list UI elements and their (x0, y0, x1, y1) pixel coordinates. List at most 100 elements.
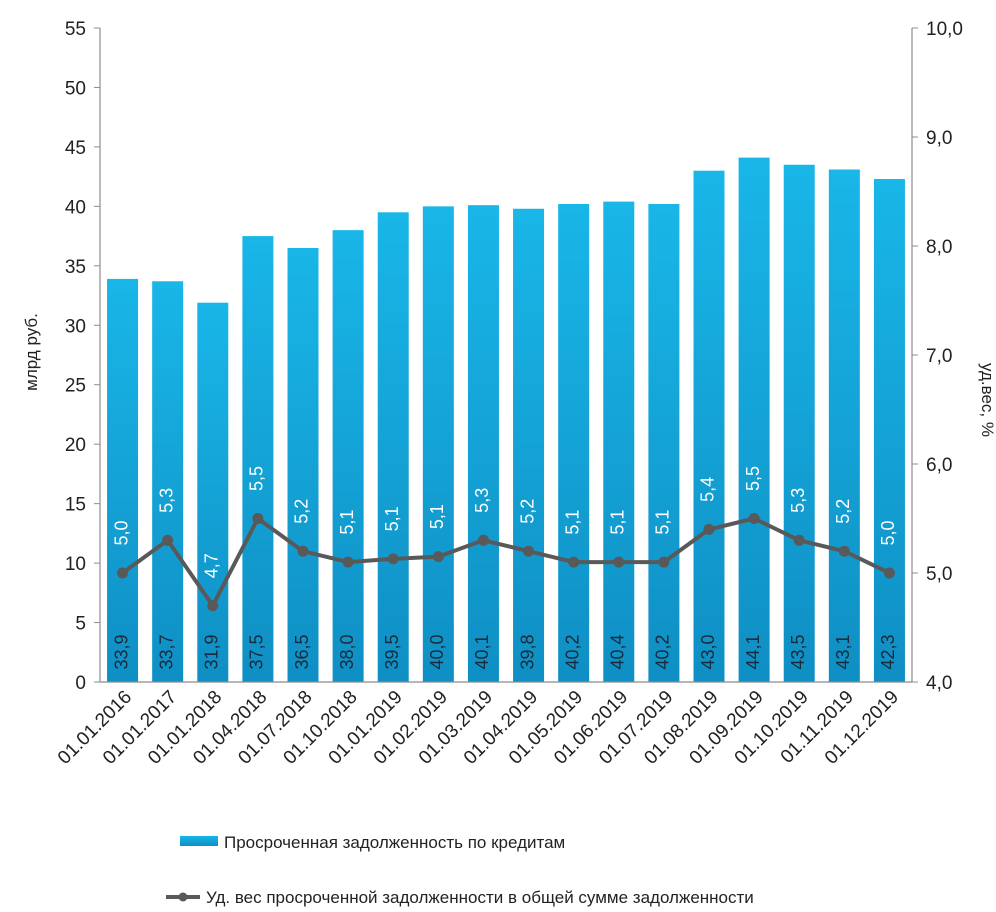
bar-value-label: 43,1 (833, 634, 853, 669)
bar-value-label: 40,4 (608, 634, 628, 669)
bar (332, 230, 364, 683)
bar (558, 203, 590, 682)
bar (377, 212, 409, 683)
legend-bar-label: Просроченная задолженность по кредитам (224, 833, 565, 852)
line-point (252, 513, 264, 524)
line-point (883, 567, 895, 579)
line-point (748, 513, 760, 524)
left-tick-label: 35 (65, 257, 86, 278)
right-tick-label: 9,0 (926, 128, 952, 149)
line-point (387, 553, 399, 565)
bar (242, 236, 274, 682)
line-value-label: 5,0 (878, 520, 898, 545)
line-value-label: 5,3 (472, 488, 492, 513)
left-tick-label: 30 (65, 316, 86, 337)
right-y-axis: 4,0 5,0 6,0 7,0 8,0 9,0 10,0 (911, 19, 963, 694)
bar-value-label: 44,1 (743, 634, 763, 669)
right-tick-label: 5,0 (926, 564, 952, 585)
line-value-label: 5,1 (427, 504, 447, 529)
line-point (297, 545, 309, 557)
bar (738, 157, 770, 683)
left-tick-label: 5 (75, 614, 86, 635)
bar (197, 302, 229, 682)
line-point (658, 556, 670, 568)
line-point (793, 534, 805, 546)
line-point (162, 534, 174, 546)
line-point (568, 556, 580, 568)
bar-value-label: 40,2 (562, 634, 582, 669)
line-point (342, 556, 354, 568)
bar (513, 208, 545, 682)
bar (603, 201, 635, 682)
legend: Просроченная задолженность по кредитам У… (166, 833, 754, 907)
bar-value-label: 33,7 (156, 634, 176, 669)
right-axis-title: уд.вес, % (978, 363, 996, 437)
left-y-axis: 0 5 10 15 20 25 30 35 40 45 50 55 (65, 19, 101, 694)
bar-value-label: 37,5 (247, 634, 267, 669)
left-tick-label: 50 (65, 78, 86, 99)
line-value-label: 5,1 (608, 510, 628, 535)
bar-value-label: 39,8 (517, 634, 537, 669)
legend-line-label: Уд. вес просроченной задолженности в общ… (206, 888, 754, 907)
line-value-label: 5,1 (337, 510, 357, 535)
bar (422, 206, 454, 682)
bar (693, 170, 725, 682)
line-value-label: 5,1 (562, 510, 582, 535)
line-point (838, 545, 850, 557)
bar (287, 247, 319, 682)
line-value-label: 4,7 (202, 553, 222, 578)
line-point (207, 600, 219, 612)
line-point (613, 556, 625, 568)
line-value-label: 5,2 (833, 499, 853, 524)
line-value-label: 5,5 (743, 466, 763, 491)
right-tick-label: 8,0 (926, 237, 952, 258)
left-tick-label: 10 (65, 554, 86, 575)
bar-value-label: 38,0 (337, 634, 357, 669)
bar-value-label: 33,9 (111, 634, 131, 669)
line-value-label: 5,2 (292, 499, 312, 524)
bar-value-label: 39,5 (382, 634, 402, 669)
bar-value-label: 40,2 (653, 634, 673, 669)
right-tick-label: 7,0 (926, 346, 952, 367)
line-value-label: 5,1 (653, 510, 673, 535)
left-tick-label: 20 (65, 435, 86, 456)
line-point (117, 567, 129, 579)
bar-value-label: 43,5 (788, 634, 808, 669)
line-point (477, 534, 489, 546)
bar-value-label: 31,9 (202, 634, 222, 669)
left-axis-title: млрд руб. (22, 313, 41, 391)
left-tick-label: 55 (65, 19, 86, 40)
legend-line-marker (178, 892, 188, 902)
bar (648, 203, 680, 682)
bar-value-label: 40,0 (427, 634, 447, 669)
bar (783, 164, 815, 682)
bar (467, 205, 499, 682)
line-value-label: 5,2 (517, 499, 537, 524)
left-tick-label: 0 (75, 673, 86, 694)
bar-value-label: 42,3 (878, 634, 898, 669)
line-point (523, 545, 535, 557)
bar-value-label: 36,5 (292, 634, 312, 669)
line-value-label: 5,4 (698, 477, 718, 502)
line-value-label: 5,3 (788, 488, 808, 513)
line-path (121, 516, 891, 608)
left-tick-label: 15 (65, 495, 86, 516)
line-point (432, 551, 444, 563)
bar-value-label: 40,1 (472, 634, 492, 669)
line-value-label: 5,1 (382, 506, 402, 531)
right-tick-label: 6,0 (926, 455, 952, 476)
line-series: 5,0 5,3 4,7 5,5 5,2 5,1 5,1 5,1 5,3 5,2 5,1 5,1 5,1 5… (111, 466, 898, 612)
x-axis: 01.01.201601.01.201701.01.201801.04.2018… (54, 681, 912, 769)
bar (828, 169, 860, 682)
line-point (703, 523, 715, 535)
left-tick-label: 45 (65, 138, 86, 159)
bar (873, 179, 905, 683)
line-value-label: 5,0 (111, 520, 131, 545)
left-tick-label: 25 (65, 376, 86, 397)
legend-bar-swatch (180, 836, 218, 846)
line-value-label: 5,5 (247, 466, 267, 491)
right-tick-label: 10,0 (926, 19, 963, 40)
bar-series: 33,9 33,7 31,9 37,5 36,5 38,0 39,5 40,0 40,1 39,8… (107, 157, 905, 683)
left-tick-label: 40 (65, 197, 86, 218)
